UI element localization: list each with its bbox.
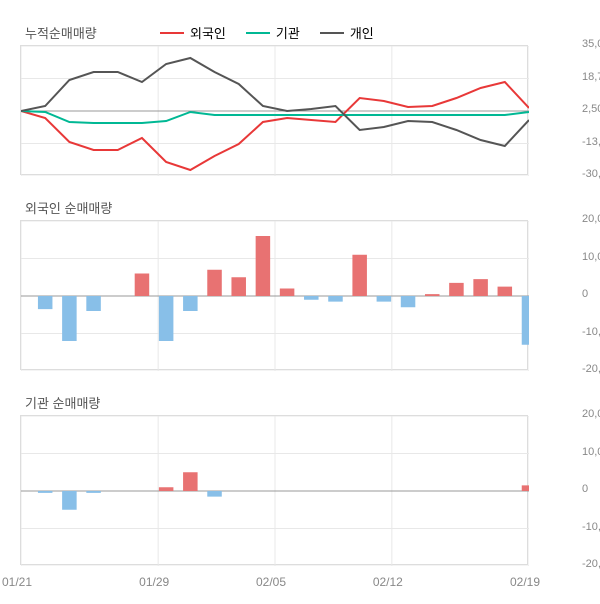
bar (135, 274, 150, 297)
bar (207, 270, 222, 296)
legend-item: 기관 (246, 23, 300, 42)
y-tick-label: 0 (582, 483, 600, 495)
y-tick-label: 2,500 (582, 103, 600, 115)
legend-label: 외국인 (190, 23, 226, 42)
bar (38, 296, 53, 309)
bar (183, 296, 198, 311)
bar (352, 255, 367, 296)
bar (86, 296, 101, 311)
legend-swatch (246, 32, 270, 34)
legend-swatch (160, 32, 184, 34)
chart-container: 누적순매매량 외국인 기관 개인 -30,000 -13,750 2,500 18,750 35… (0, 0, 600, 604)
foreign_net-title: 외국인 순매매량 (25, 198, 112, 217)
plot-area (20, 45, 528, 175)
x-tick-label: 02/12 (373, 575, 403, 589)
y-tick-label: -10,000 (582, 521, 600, 533)
bar (522, 485, 529, 491)
plot-area (20, 415, 528, 565)
bar (231, 277, 246, 296)
x-tick-label: 01/29 (139, 575, 169, 589)
bar (401, 296, 416, 307)
y-tick-label: 10,000 (582, 446, 600, 458)
x-tick-label: 02/19 (510, 575, 540, 589)
plot-svg (21, 46, 529, 176)
y-tick-label: 35,000 (582, 38, 600, 50)
bar (38, 491, 53, 493)
plot-area (20, 220, 528, 370)
bar (304, 296, 319, 300)
bar (62, 491, 77, 510)
bar (522, 296, 529, 345)
bar (159, 487, 174, 491)
legend: 외국인 기관 개인 (160, 23, 374, 42)
y-tick-label: 18,750 (582, 71, 600, 83)
bar (280, 289, 295, 297)
foreign-net-panel: 외국인 순매매량-20,000-10,000010,00020,000 (20, 190, 580, 370)
bar (207, 491, 222, 497)
bar (498, 287, 513, 296)
y-tick-label: 10,000 (582, 251, 600, 263)
y-tick-label: -10,000 (582, 326, 600, 338)
y-tick-label: -20,000 (582, 363, 600, 375)
legend-item: 개인 (320, 23, 374, 42)
cumulative-panel: 누적순매매량외국인기관개인-30,000-13,7502,50018,75035… (20, 15, 580, 175)
y-tick-label: 20,000 (582, 408, 600, 420)
bar (328, 296, 343, 302)
x-tick-label: 02/05 (256, 575, 286, 589)
bar (377, 296, 392, 302)
x-tick-label: 01/21 (2, 575, 32, 589)
institution-net-panel: 기관 순매매량-20,000-10,000010,00020,000 (20, 385, 580, 565)
bar (449, 283, 464, 296)
legend-swatch (320, 32, 344, 34)
bar (159, 296, 174, 341)
plot-svg (21, 416, 529, 566)
y-tick-label: -20,000 (582, 558, 600, 570)
legend-label: 기관 (276, 23, 300, 42)
institution_net-title: 기관 순매매량 (25, 393, 100, 412)
bar (473, 279, 488, 296)
bar (425, 294, 440, 296)
y-tick-label: -30,000 (582, 168, 600, 180)
cumulative-title: 누적순매매량 (25, 23, 97, 42)
y-tick-label: 0 (582, 288, 600, 300)
legend-item: 외국인 (160, 23, 226, 42)
bar (62, 296, 77, 341)
y-tick-label: -13,750 (582, 136, 600, 148)
bar (256, 236, 271, 296)
y-tick-label: 20,000 (582, 213, 600, 225)
bar (86, 491, 101, 493)
plot-svg (21, 221, 529, 371)
bar (183, 472, 198, 491)
legend-label: 개인 (350, 23, 374, 42)
